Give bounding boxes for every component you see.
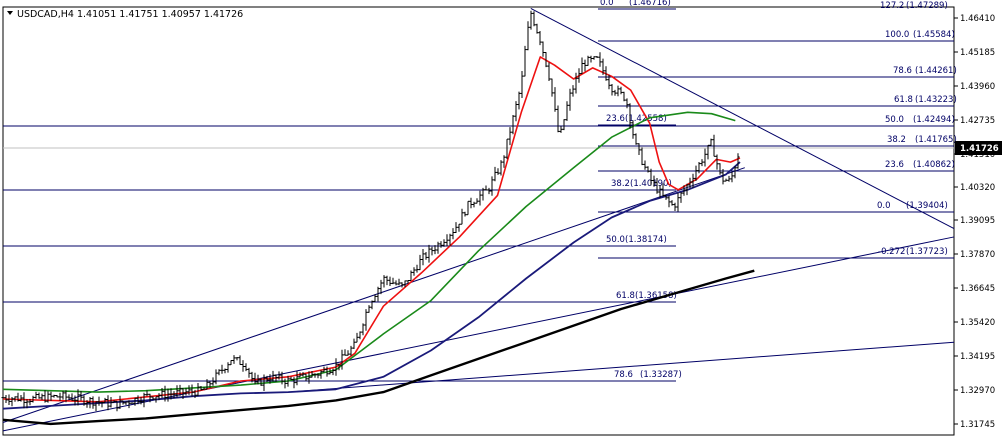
- ma-line-black: [2, 269, 755, 426]
- fib-value: (1.38174): [625, 235, 667, 245]
- fib-value: (1.41765): [915, 135, 957, 145]
- y-tick-label: 1.35420: [960, 318, 995, 328]
- fib-value: (1.33287): [640, 370, 682, 380]
- trend-line: [288, 341, 955, 393]
- fib-value: (1.40862): [913, 160, 955, 170]
- symbol-header: USDCAD,H4 1.41051 1.41751 1.40957 1.4172…: [17, 9, 243, 20]
- fib-label: 78.6: [893, 66, 912, 76]
- fib-value: (1.37723): [906, 247, 948, 257]
- current-price-tag: [955, 141, 1002, 155]
- ma-line-green: [2, 111, 736, 393]
- fib-label: 61.8: [894, 95, 913, 105]
- trend-line: [2, 167, 745, 424]
- fib-value: (1.42494): [913, 115, 955, 125]
- y-tick-label: 1.36645: [960, 284, 995, 294]
- fib-label: 78.6: [614, 370, 633, 380]
- y-tick-label: 1.40320: [960, 183, 995, 193]
- y-tick-label: 1.32970: [960, 386, 995, 396]
- y-tick-label: 1.42735: [960, 116, 995, 126]
- y-tick-label: 1.39095: [960, 216, 995, 226]
- fib-label: -0.272: [878, 247, 905, 257]
- y-tick-label: 1.45185: [960, 48, 995, 58]
- fib-label: 38.2: [611, 179, 630, 189]
- fib-label: 0.0: [877, 201, 891, 211]
- y-tick-label: 1.46410: [960, 14, 995, 24]
- fib-levels: 0.0 (1.46716)100.0 (1.45584)78.6 (1.44261)6…: [3, 0, 957, 382]
- y-tick-label: 1.34195: [960, 352, 995, 362]
- y-tick-label: 1.37870: [960, 250, 995, 260]
- plot-frame: [2, 6, 955, 436]
- y-tick-label: 1.31745: [960, 420, 995, 430]
- fib-label: 23.6: [606, 114, 625, 124]
- fib-value: (1.47289): [906, 1, 948, 11]
- fib-label: 23.6: [885, 160, 904, 170]
- price-bars: [1, 10, 740, 412]
- price-axis: 1.464101.451851.439601.427351.415101.403…: [954, 14, 1002, 430]
- fib-label: 50.0: [606, 235, 625, 245]
- fib-label: 127.2: [880, 1, 904, 11]
- fib-value: (1.44261): [915, 66, 957, 76]
- fib-label: 61.8: [616, 291, 635, 301]
- fib-label: 100.0: [885, 30, 909, 40]
- fib-label: 50.0: [885, 115, 904, 125]
- y-tick-label: 1.43960: [960, 82, 995, 92]
- fib-label: 38.2: [887, 135, 906, 145]
- current-price-tag-label: 1.41726: [960, 144, 999, 154]
- fib-value: (1.46716): [629, 0, 671, 8]
- fib-value: (1.43223): [915, 95, 957, 105]
- fib-value: (1.45584): [913, 30, 955, 40]
- chart-menu-arrow-icon[interactable]: [7, 11, 13, 15]
- fib-value: (1.36158): [635, 291, 677, 301]
- ma-line-red: [2, 56, 741, 403]
- fib-value: (1.39404): [906, 201, 948, 211]
- fib-label: 0.0: [600, 0, 614, 8]
- trend-line: [530, 7, 955, 230]
